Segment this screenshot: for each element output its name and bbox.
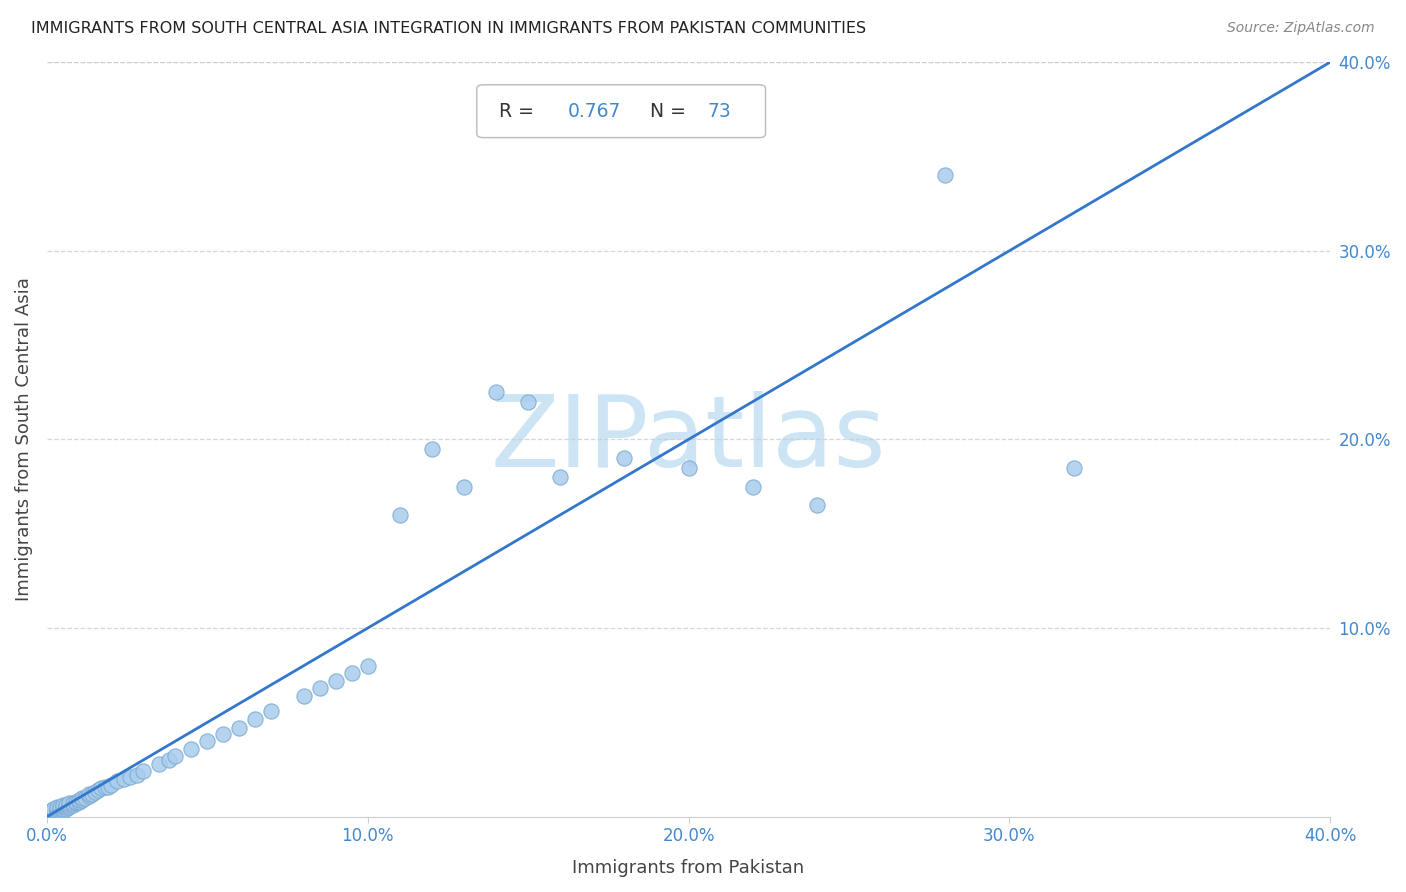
Point [245, 712, 267, 726]
X-axis label: Immigrants from Pakistan: Immigrants from Pakistan [572, 859, 804, 877]
Text: ZIPatlas: ZIPatlas [491, 391, 886, 488]
Point [90, 781, 112, 796]
Point [62, 798, 84, 813]
Y-axis label: Immigrants from South Central Asia: Immigrants from South Central Asia [15, 277, 32, 601]
Point [58, 800, 80, 814]
Point [39, 807, 62, 822]
Point [453, 479, 475, 493]
Point [58, 797, 80, 811]
Point [77, 787, 100, 801]
Point [52, 802, 75, 816]
Point [806, 499, 828, 513]
Text: R =: R = [499, 102, 540, 120]
Point [195, 734, 218, 748]
Point [62, 797, 84, 811]
Point [42, 804, 65, 818]
Point [157, 753, 180, 767]
Point [75, 790, 97, 805]
Point [132, 764, 155, 779]
Point [42, 805, 65, 820]
Point [741, 479, 763, 493]
Point [84, 785, 107, 799]
Point [52, 800, 75, 814]
Point [934, 169, 956, 183]
Point [93, 780, 115, 794]
Point [357, 658, 380, 673]
Point [67, 795, 90, 809]
Text: 73: 73 [707, 102, 731, 120]
Point [148, 756, 170, 771]
Point [325, 673, 347, 688]
Point [48, 804, 70, 818]
Point [292, 689, 315, 703]
Point [180, 741, 202, 756]
Point [548, 470, 571, 484]
Point [80, 787, 103, 801]
Text: Source: ZipAtlas.com: Source: ZipAtlas.com [1227, 21, 1375, 36]
Point [70, 790, 93, 805]
Point [48, 800, 70, 814]
FancyBboxPatch shape [477, 85, 765, 137]
Point [420, 442, 443, 456]
Point [45, 800, 67, 814]
Point [45, 802, 67, 816]
Point [65, 795, 87, 809]
Point [39, 804, 62, 818]
Point [87, 783, 110, 797]
Point [42, 807, 65, 822]
Point [1063, 460, 1085, 475]
Point [48, 802, 70, 816]
Text: IMMIGRANTS FROM SOUTH CENTRAL ASIA INTEGRATION IN IMMIGRANTS FROM PAKISTAN COMMU: IMMIGRANTS FROM SOUTH CENTRAL ASIA INTEG… [31, 21, 866, 37]
Point [678, 460, 700, 475]
Point [340, 666, 363, 681]
Text: 0.767: 0.767 [568, 102, 621, 120]
Point [70, 793, 93, 807]
Point [517, 394, 540, 409]
Point [260, 704, 283, 718]
Point [485, 385, 508, 400]
Text: N =: N = [650, 102, 692, 120]
Point [55, 802, 77, 816]
Point [308, 681, 330, 696]
Point [52, 804, 75, 818]
Point [120, 770, 142, 784]
Point [107, 773, 129, 788]
Point [39, 805, 62, 820]
Point [55, 798, 77, 813]
Point [45, 804, 67, 818]
Point [77, 789, 100, 803]
Point [100, 778, 122, 792]
Point [97, 780, 120, 794]
Point [55, 800, 77, 814]
Point [58, 798, 80, 813]
Point [67, 793, 90, 807]
Point [52, 798, 75, 813]
Point [212, 727, 235, 741]
Point [42, 802, 65, 816]
Point [388, 508, 411, 522]
Point [45, 805, 67, 820]
Point [228, 721, 250, 735]
Point [65, 797, 87, 811]
Point [112, 772, 135, 786]
Point [125, 768, 148, 782]
Point [165, 749, 187, 764]
Point [613, 451, 636, 466]
